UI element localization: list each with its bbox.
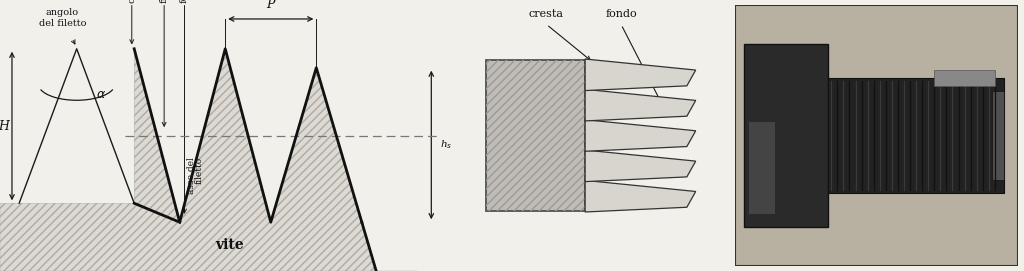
Polygon shape bbox=[585, 59, 695, 91]
Text: filetto: filetto bbox=[195, 157, 204, 185]
Polygon shape bbox=[585, 180, 695, 212]
Bar bbox=[743, 44, 828, 227]
Bar bbox=[750, 122, 775, 214]
Text: asse del: asse del bbox=[187, 157, 197, 194]
Text: angolo
del filetto: angolo del filetto bbox=[39, 8, 86, 28]
Bar bbox=[934, 70, 995, 86]
Text: fondo: fondo bbox=[180, 0, 189, 3]
Polygon shape bbox=[0, 49, 417, 271]
Text: cresta: cresta bbox=[127, 0, 136, 3]
Text: H: H bbox=[0, 120, 9, 133]
Text: cresta: cresta bbox=[529, 9, 564, 19]
Bar bbox=[485, 60, 585, 211]
Bar bbox=[828, 78, 1004, 193]
Polygon shape bbox=[585, 150, 695, 182]
Text: h$_s$: h$_s$ bbox=[440, 138, 453, 151]
Text: fianco: fianco bbox=[160, 0, 169, 3]
Bar bbox=[485, 60, 585, 211]
Text: fondo: fondo bbox=[605, 9, 637, 19]
Text: $\alpha$: $\alpha$ bbox=[96, 88, 105, 101]
Bar bbox=[992, 91, 1004, 180]
Polygon shape bbox=[585, 120, 695, 151]
Text: P: P bbox=[266, 0, 275, 11]
Polygon shape bbox=[585, 89, 695, 121]
Text: vite: vite bbox=[216, 238, 245, 252]
